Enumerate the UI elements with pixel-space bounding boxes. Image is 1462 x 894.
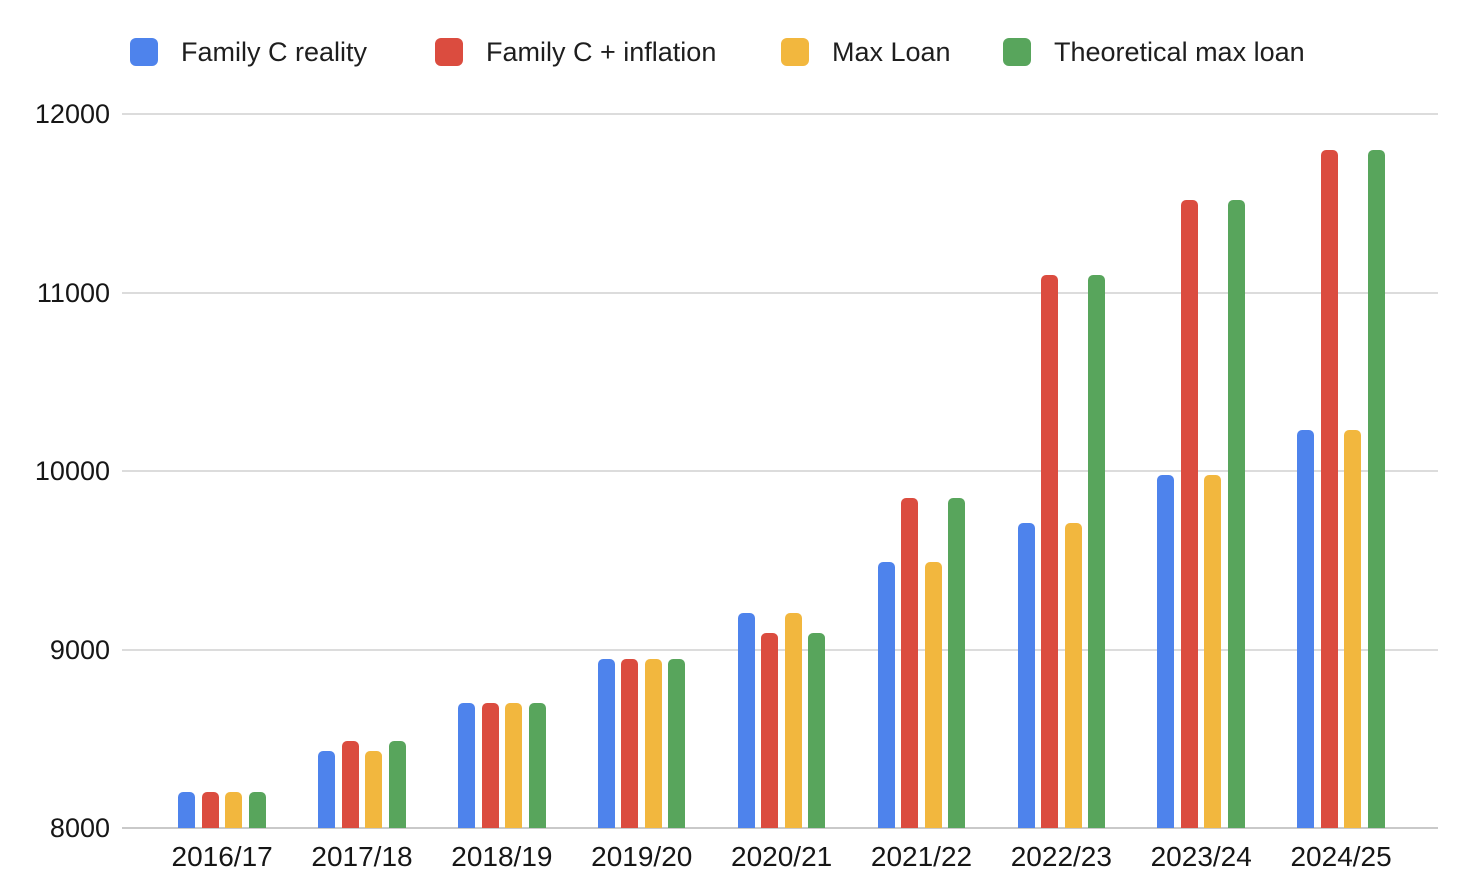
legend-label: Max Loan [832, 37, 951, 67]
bar-theoretical-max-loan-2022-23[interactable] [1088, 274, 1106, 828]
x-axis-line [122, 827, 1438, 829]
x-axis-category-label: 2018/19 [451, 841, 553, 872]
bar-theoretical-max-loan-2018-19[interactable] [528, 703, 546, 828]
bar-max-loan-2022-23[interactable] [1064, 523, 1082, 828]
bar-family-c-reality-2024-25[interactable] [1297, 430, 1315, 828]
x-axis-category-label: 2016/17 [171, 841, 273, 872]
bar-max-loan-2024-25[interactable] [1344, 430, 1362, 828]
bar-theoretical-max-loan-2021-22[interactable] [948, 497, 966, 828]
legend-item-family-c-reality: Family C reality [130, 36, 367, 68]
bar-max-loan-2023-24[interactable] [1204, 474, 1222, 828]
bar-theoretical-max-loan-2024-25[interactable] [1367, 149, 1385, 828]
bar-max-loan-2017-18[interactable] [365, 751, 383, 828]
bar-family-c-inflation-2016-17[interactable] [201, 792, 219, 828]
bar-family-c-inflation-2022-23[interactable] [1041, 274, 1059, 828]
x-axis-category-label: 2022/23 [1010, 841, 1112, 872]
gridline [122, 470, 1438, 472]
x-axis-category-label: 2023/24 [1150, 841, 1252, 872]
legend-item-family-c-inflation: Family C + inflation [435, 36, 716, 68]
bar-theoretical-max-loan-2023-24[interactable] [1227, 199, 1245, 828]
bar-max-loan-2016-17[interactable] [225, 792, 243, 828]
bar-family-c-reality-2022-23[interactable] [1017, 523, 1035, 828]
bar-max-loan-2019-20[interactable] [644, 659, 662, 828]
legend-swatch-icon [435, 38, 463, 66]
legend-swatch-icon [781, 38, 809, 66]
bar-family-c-inflation-2018-19[interactable] [481, 703, 499, 828]
y-axis-tick-label: 11000 [36, 277, 110, 308]
bar-family-c-inflation-2021-22[interactable] [901, 497, 919, 828]
x-axis-category-label: 2020/21 [731, 841, 833, 872]
y-axis-tick-label: 10000 [34, 456, 110, 486]
bar-family-c-inflation-2017-18[interactable] [341, 740, 359, 828]
gridline [122, 113, 1438, 115]
bar-family-c-reality-2019-20[interactable] [597, 659, 615, 828]
x-axis-category-label: 2017/18 [311, 841, 413, 872]
bar-family-c-reality-2021-22[interactable] [877, 562, 895, 828]
legend-item-max-loan: Max Loan [781, 36, 951, 68]
legend-swatch-icon [1003, 38, 1031, 66]
bar-theoretical-max-loan-2016-17[interactable] [248, 792, 266, 828]
gridline [122, 648, 1438, 651]
y-axis-tick-label: 8000 [49, 813, 110, 843]
bar-family-c-reality-2020-21[interactable] [737, 613, 755, 828]
x-axis-category-label: 2021/22 [870, 841, 973, 872]
gridline [122, 291, 1438, 294]
bar-theoretical-max-loan-2019-20[interactable] [668, 659, 686, 828]
bar-family-c-reality-2023-24[interactable] [1157, 474, 1175, 828]
bar-max-loan-2021-22[interactable] [924, 562, 942, 828]
x-axis-category-label: 2024/25 [1290, 841, 1392, 872]
bar-family-c-reality-2017-18[interactable] [318, 751, 336, 828]
bar-theoretical-max-loan-2017-18[interactable] [388, 740, 406, 828]
legend-item-theoretical-max-loan: Theoretical max loan [1003, 36, 1305, 68]
bar-max-loan-2018-19[interactable] [505, 703, 523, 828]
x-axis-category-label: 2019/20 [591, 841, 693, 872]
bar-family-c-inflation-2023-24[interactable] [1180, 199, 1198, 828]
legend-label: Family C reality [181, 37, 368, 67]
legend-swatch-icon [130, 38, 158, 66]
bar-family-c-inflation-2024-25[interactable] [1320, 149, 1338, 828]
bar-family-c-inflation-2020-21[interactable] [761, 633, 779, 828]
bar-theoretical-max-loan-2020-21[interactable] [808, 633, 826, 828]
legend-label: Theoretical max loan [1054, 37, 1305, 67]
bar-family-c-inflation-2019-20[interactable] [621, 659, 639, 828]
y-axis-tick-label: 9000 [49, 634, 110, 665]
y-axis-tick-label: 12000 [34, 99, 110, 129]
bar-family-c-reality-2018-19[interactable] [458, 703, 476, 828]
bar-max-loan-2020-21[interactable] [784, 613, 802, 828]
bar-family-c-reality-2016-17[interactable] [178, 792, 196, 828]
legend-label: Family C + inflation [486, 37, 717, 67]
